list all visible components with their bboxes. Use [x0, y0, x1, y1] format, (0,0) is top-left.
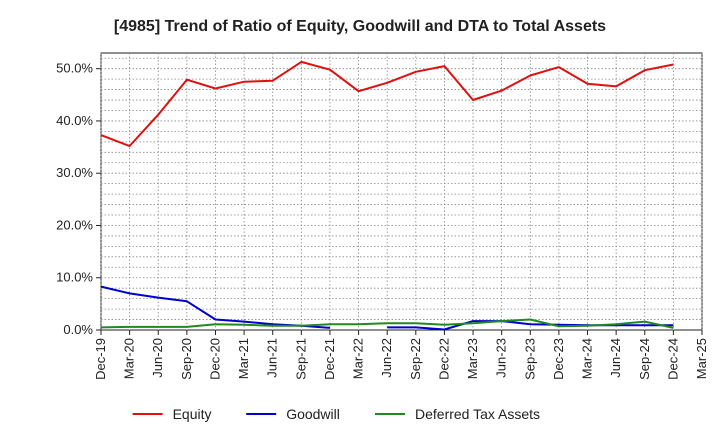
y-axis-ticks: 0.0% 10.0% 20.0% 30.0% 40.0% 50.0%: [56, 61, 101, 337]
x-tick-label: Jun-23: [494, 338, 509, 378]
y-tick-label: 50.0%: [56, 61, 93, 76]
legend-label: Goodwill: [286, 406, 340, 422]
x-tick-label: Jun-22: [379, 338, 394, 378]
legend: Equity Goodwill Deferred Tax Assets: [132, 406, 540, 422]
x-tick-label: Mar-21: [236, 338, 251, 379]
y-tick-label: 40.0%: [56, 113, 93, 128]
series-line-equity: [100, 60, 674, 147]
x-tick-label: Dec-21: [322, 338, 337, 380]
x-tick-label: Mar-23: [465, 338, 480, 379]
x-tick-label: Mar-24: [580, 338, 595, 379]
x-tick-label: Jun-21: [265, 338, 280, 378]
legend-label: Deferred Tax Assets: [415, 406, 540, 422]
y-tick-label: 30.0%: [56, 165, 93, 180]
chart-title: [4985] Trend of Ratio of Equity, Goodwil…: [114, 18, 606, 35]
x-tick-label: Dec-19: [93, 338, 108, 380]
x-tick-label: Sep-23: [522, 338, 537, 380]
series-line-goodwill: [387, 320, 674, 331]
x-tick-label: Mar-20: [122, 338, 137, 379]
x-tick-label: Sep-21: [293, 338, 308, 380]
plot-frame: [100, 52, 703, 331]
series-line-deferred-tax-assets: [100, 318, 674, 329]
series-lines: [100, 60, 674, 331]
y-tick-label: 10.0%: [56, 270, 93, 285]
x-tick-label: Dec-24: [665, 338, 680, 380]
x-tick-label: Dec-22: [436, 338, 451, 380]
x-tick-label: Dec-20: [207, 338, 222, 380]
y-tick-label: 20.0%: [56, 217, 93, 232]
y-tick-label: 0.0%: [63, 322, 93, 337]
x-tick-label: Sep-22: [408, 338, 423, 380]
grid-lines: [100, 53, 703, 330]
plot-area: [100, 52, 703, 331]
x-tick-label: Sep-24: [637, 338, 652, 380]
x-tick-label: Jun-20: [150, 338, 165, 378]
x-tick-label: Mar-25: [694, 338, 709, 379]
x-tick-label: Dec-23: [551, 338, 566, 380]
x-tick-label: Jun-24: [608, 338, 623, 378]
x-tick-label: Mar-22: [351, 338, 366, 379]
x-tick-label: Sep-20: [179, 338, 194, 380]
legend-label: Equity: [173, 406, 212, 422]
x-axis-ticks: Dec-19 Mar-20 Jun-20 Sep-20 Dec-20 Mar-21 Jun-…: [93, 330, 709, 380]
